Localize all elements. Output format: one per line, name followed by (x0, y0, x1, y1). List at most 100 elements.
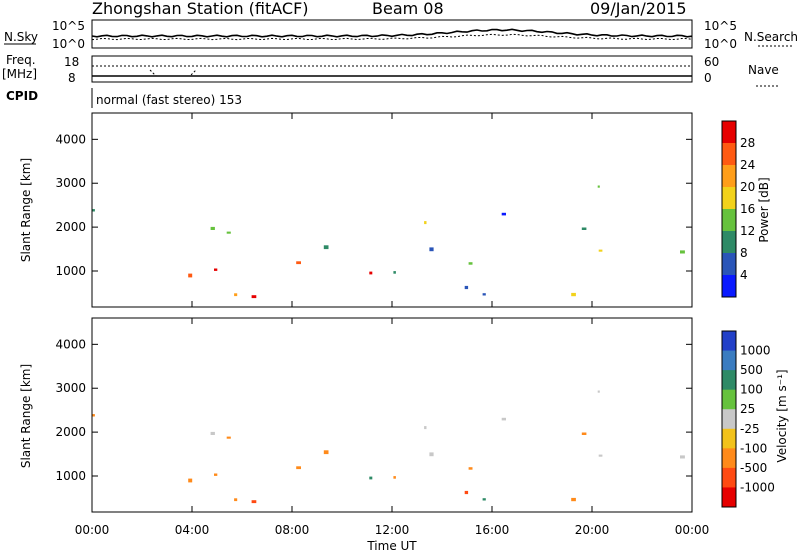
power-colorbar-tick: 8 (740, 246, 748, 260)
velocity-colorbar-swatch (722, 428, 736, 449)
power-cell (424, 221, 427, 225)
y-tick-label: 2000 (55, 220, 86, 234)
time-axis-label: Time UT (366, 539, 417, 553)
y-tick-label: 2000 (55, 425, 86, 439)
power-y-ticks: 1000 2000 3000 4000 (55, 132, 692, 278)
power-colorbar-tick: 20 (740, 180, 755, 194)
power-cell (210, 226, 215, 230)
velocity-colorbar-swatch (722, 370, 736, 391)
nsearch-tick-bottom: 10^0 (704, 37, 737, 51)
x-tick-label: 16:00 (475, 523, 510, 537)
date-title: 09/Jan/2015 (590, 0, 687, 18)
power-cell (234, 293, 238, 297)
power-colorbar-frame (721, 120, 737, 298)
velocity-cell (680, 455, 685, 459)
power-cell (188, 273, 193, 278)
velocity-cell (323, 450, 329, 455)
nave-dip (149, 69, 197, 77)
x-tick-label: 00:00 (675, 523, 710, 537)
power-colorbar-tick: 4 (740, 268, 748, 282)
nsky-tick-top: 10^5 (52, 19, 85, 33)
freq-label-1: Freq. (6, 53, 36, 67)
nsky-frame (91, 19, 693, 49)
nsky-panel: N.Sky 10^5 10^0 10^5 10^0 N.Search (4, 19, 798, 51)
power-cell (226, 231, 231, 234)
velocity-cell (188, 478, 193, 483)
y-tick-label: 1000 (55, 469, 86, 483)
freq-tick-bottom: 8 (68, 71, 76, 85)
velocity-cell (501, 417, 506, 421)
velocity-colorbar-tick: -100 (740, 441, 767, 455)
velocity-cell (464, 490, 469, 495)
velocity-cell (482, 498, 486, 501)
power-cell (468, 262, 473, 265)
power-cell (296, 261, 301, 265)
x-tick-label: 12:00 (375, 523, 410, 537)
power-colorbar-swatch (722, 165, 736, 188)
power-colorbar-swatch (722, 187, 736, 210)
power-cells (92, 185, 685, 299)
x-tick-label: 08:00 (275, 523, 310, 537)
power-cell (393, 271, 396, 274)
y-tick-label: 1000 (55, 264, 86, 278)
power-cell (251, 295, 257, 299)
velocity-colorbar-tick: -25 (740, 422, 760, 436)
velocity-cell (226, 436, 231, 439)
nave-tick-bottom: 0 (704, 71, 712, 85)
power-cell (680, 250, 685, 254)
velocity-cell (571, 497, 576, 502)
nsky-trace (91, 28, 693, 38)
velocity-cell (92, 414, 95, 417)
power-panel: 1000 2000 3000 4000 Slant Range [km] 4 8 12 16… (19, 112, 771, 308)
power-cell (214, 268, 218, 271)
freq-tick-top: 18 (64, 55, 79, 69)
velocity-colorbar-tick: 1000 (740, 344, 771, 358)
power-colorbar-tick: 28 (740, 136, 755, 150)
power-colorbar-swatch (722, 275, 736, 298)
nsky-label: N.Sky (4, 30, 38, 44)
power-frame (91, 112, 693, 308)
power-cell (92, 209, 95, 212)
y-tick-label: 3000 (55, 381, 86, 395)
power-colorbar-tick: 24 (740, 158, 755, 172)
velocity-panel: 1000 2000 3000 4000 Slant Range [km] 1000 50… (19, 317, 789, 513)
power-colorbar-swatch (722, 231, 736, 254)
y-tick-label: 4000 (55, 337, 86, 351)
velocity-colorbar-label: Velocity [m s⁻¹] (775, 369, 789, 462)
power-colorbar-swatch (722, 121, 736, 144)
power-colorbar-swatch (722, 209, 736, 232)
velocity-colorbar-swatch (722, 467, 736, 488)
velocity-colorbar-swatch (722, 448, 736, 469)
power-cell (501, 212, 506, 216)
velocity-colorbar-swatch (722, 389, 736, 410)
freq-panel: Freq. [MHz] 18 8 60 0 Nave (2, 53, 780, 87)
power-cell (598, 249, 603, 252)
velocity-colorbar-tick: -1000 (740, 480, 775, 494)
nsearch-tick-top: 10^5 (704, 19, 737, 33)
velocity-cell (234, 498, 238, 502)
velocity-cell (598, 454, 603, 457)
beam-title: Beam 08 (372, 0, 444, 18)
velocity-cell (581, 432, 587, 435)
nsearch-trace (91, 33, 693, 41)
velocity-ylabel: Slant Range [km] (19, 364, 33, 468)
power-colorbar-tick: 16 (740, 202, 755, 216)
velocity-colorbar-swatch (722, 487, 736, 508)
station-title: Zhongshan Station (fitACF) (92, 0, 309, 18)
power-cell (597, 185, 600, 188)
velocity-cell (296, 466, 301, 470)
velocity-colorbar-frame (721, 330, 737, 508)
velocity-colorbar-tick: 25 (740, 402, 755, 416)
velocity-cell (597, 390, 600, 393)
velocity-colorbar-swatch (722, 409, 736, 430)
power-cell (369, 271, 373, 275)
velocity-cell (214, 473, 218, 476)
cpid-label: CPID (6, 89, 38, 103)
power-cell (571, 292, 576, 297)
nave-tick-top: 60 (704, 55, 719, 69)
velocity-cells (92, 390, 685, 504)
velocity-cell (429, 452, 434, 457)
power-colorbar-tick: 12 (740, 224, 755, 238)
velocity-cell (393, 476, 396, 479)
